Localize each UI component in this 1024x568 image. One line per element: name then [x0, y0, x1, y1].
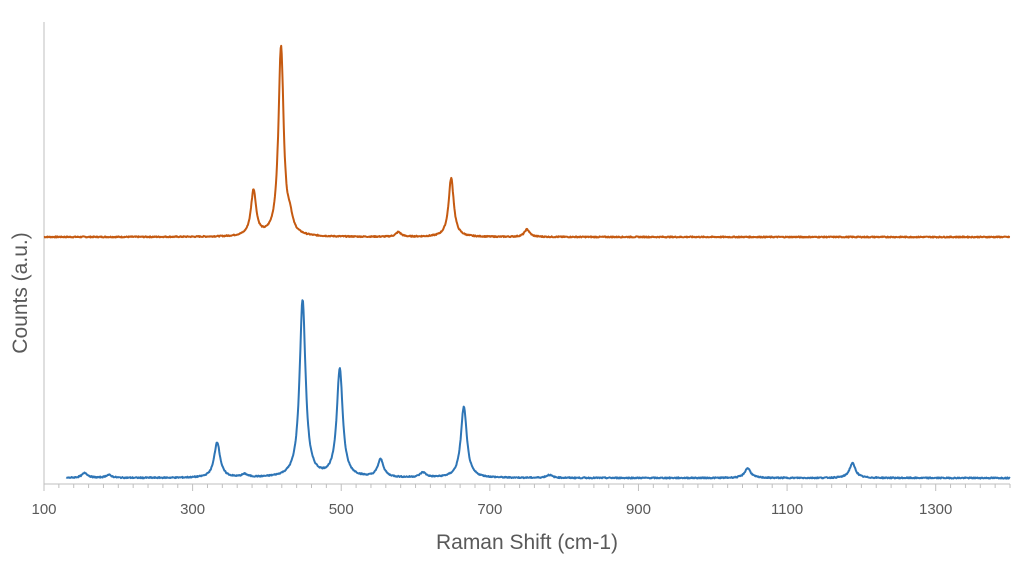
x-tick-label: 500 [329, 501, 354, 518]
x-tick-label: 900 [626, 501, 651, 518]
axes [43, 22, 1011, 491]
x-tick-label: 1300 [919, 501, 952, 518]
x-tick-label: 300 [180, 501, 205, 518]
series-line-bottom [65, 299, 1011, 480]
x-tick-label: 700 [477, 501, 502, 518]
series-line-top [43, 44, 1011, 239]
x-tick-labels: 100 300 500 700 900 1100 1300 [31, 501, 952, 518]
x-tick-label: 1100 [771, 501, 803, 518]
y-axis-title: Counts (a.u.) [9, 232, 32, 353]
series-layer [43, 44, 1011, 480]
x-axis-title: Raman Shift (cm-1) [436, 531, 618, 554]
x-tick-label: 100 [31, 501, 56, 518]
